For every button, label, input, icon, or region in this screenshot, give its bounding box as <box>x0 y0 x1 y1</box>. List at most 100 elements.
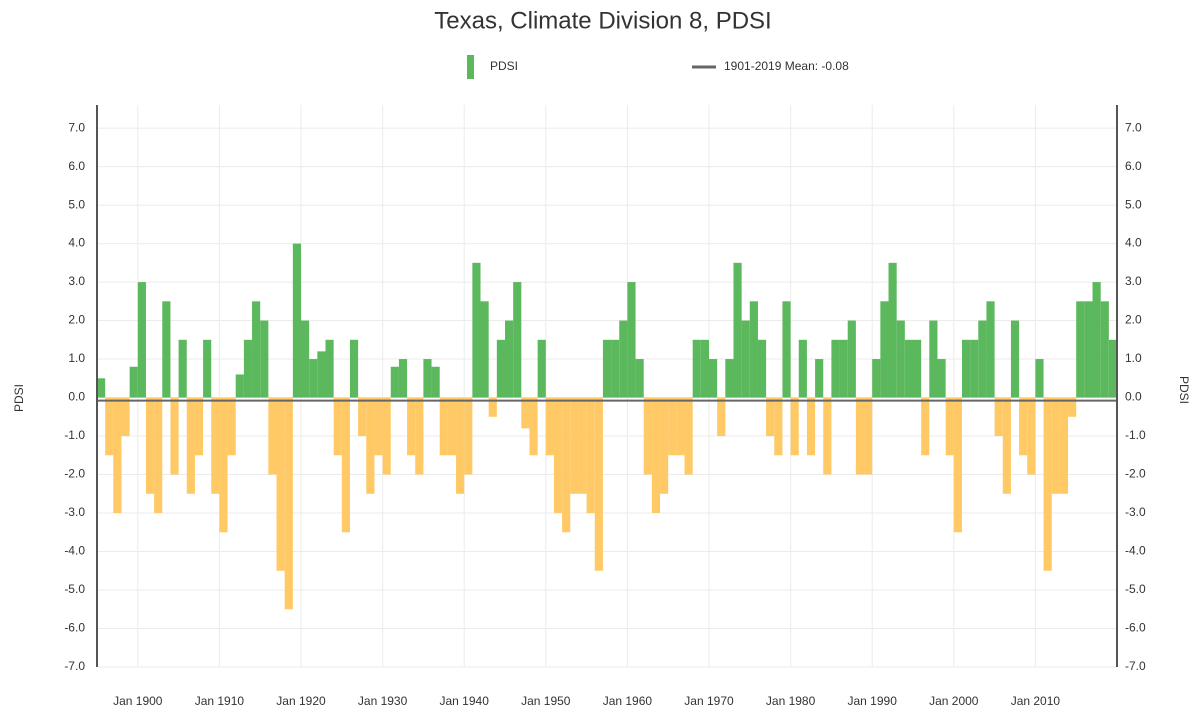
bar <box>904 339 913 398</box>
y-tick-label: -6.0 <box>64 621 85 635</box>
y-tick-label: -5.0 <box>64 582 85 596</box>
bar <box>717 397 726 437</box>
bar <box>815 359 824 398</box>
y-tick-label: -7.0 <box>64 659 85 673</box>
y-tick-label: 2.0 <box>68 313 85 327</box>
x-tick-label: Jan 1930 <box>358 694 408 708</box>
bar <box>472 262 481 398</box>
y-tick-label: 3.0 <box>68 274 85 288</box>
bar <box>447 397 457 456</box>
bar <box>1002 397 1011 494</box>
bar <box>1084 301 1093 398</box>
bar <box>309 359 318 398</box>
bar <box>823 397 832 475</box>
bar <box>798 339 807 398</box>
x-tick-label: Jan 1940 <box>440 694 490 708</box>
y-tick-label: 4.0 <box>68 236 85 250</box>
bar <box>292 243 301 398</box>
bar <box>178 339 187 398</box>
bar <box>880 301 889 398</box>
bar <box>896 320 905 398</box>
bar <box>97 378 106 398</box>
y2-axis-label: PDSI <box>1177 376 1191 404</box>
y2-tick-label: 4.0 <box>1125 236 1142 250</box>
bar <box>766 397 775 437</box>
bar <box>578 397 587 494</box>
bar <box>741 320 750 398</box>
y-tick-label: -3.0 <box>64 505 85 519</box>
bar <box>439 397 448 456</box>
bar <box>276 397 285 571</box>
y-tick-label: 5.0 <box>68 197 85 211</box>
bar <box>317 351 326 398</box>
bar <box>553 397 563 514</box>
bar <box>774 397 783 456</box>
bar <box>978 320 987 398</box>
x-tick-label: Jan 2010 <box>1011 694 1061 708</box>
bar <box>1051 397 1060 494</box>
bar <box>145 397 155 494</box>
bar <box>692 339 701 398</box>
y2-tick-label: -3.0 <box>1125 505 1146 519</box>
bar <box>105 397 114 456</box>
bar <box>725 359 734 398</box>
bar <box>162 301 171 398</box>
bar <box>325 339 334 398</box>
bar <box>1043 397 1052 571</box>
bar <box>415 397 424 475</box>
bar <box>341 397 350 533</box>
y-tick-label: 1.0 <box>68 351 85 365</box>
bar <box>349 339 359 398</box>
bar <box>488 397 497 417</box>
bar <box>651 397 661 514</box>
bar <box>986 301 995 398</box>
bar <box>676 397 685 456</box>
bar <box>602 339 612 398</box>
bar <box>643 397 652 475</box>
bar <box>864 397 873 475</box>
bar <box>700 339 709 398</box>
y2-tick-label: 5.0 <box>1125 197 1142 211</box>
bar <box>921 397 930 456</box>
bar <box>611 339 620 398</box>
y2-tick-label: 1.0 <box>1125 351 1142 365</box>
bar <box>929 320 938 398</box>
bar <box>121 397 130 437</box>
bar <box>529 397 538 456</box>
bar <box>268 397 277 475</box>
y2-tick-label: -1.0 <box>1125 428 1146 442</box>
bar <box>211 397 220 494</box>
bar <box>496 339 505 398</box>
bar <box>945 397 954 456</box>
bar <box>235 374 244 398</box>
bar <box>301 320 310 398</box>
bar <box>1035 359 1044 398</box>
bar <box>1019 397 1028 456</box>
x-tick-label: Jan 1990 <box>848 694 898 708</box>
x-tick-label: Jan 1920 <box>276 694 326 708</box>
bar <box>1059 397 1069 494</box>
bar <box>619 320 628 398</box>
bar <box>513 282 522 398</box>
bar <box>505 320 514 398</box>
bar <box>194 397 204 456</box>
bar <box>227 397 236 456</box>
chart-title: Texas, Climate Division 8, PDSI <box>434 7 771 34</box>
bar <box>366 397 375 494</box>
bar <box>913 339 922 398</box>
x-tick-label: Jan 1950 <box>521 694 571 708</box>
y2-tick-label: -4.0 <box>1125 544 1146 558</box>
legend-swatch <box>467 55 474 79</box>
y2-tick-label: 0.0 <box>1125 390 1142 404</box>
bar <box>1092 282 1101 398</box>
y2-tick-label: 6.0 <box>1125 159 1142 173</box>
bar <box>431 366 440 398</box>
bar <box>219 397 228 533</box>
bar <box>1108 339 1117 398</box>
x-tick-label: Jan 1910 <box>195 694 245 708</box>
bar <box>374 397 383 456</box>
y-tick-label: -1.0 <box>64 428 85 442</box>
bar <box>855 397 865 475</box>
bar <box>284 397 293 610</box>
